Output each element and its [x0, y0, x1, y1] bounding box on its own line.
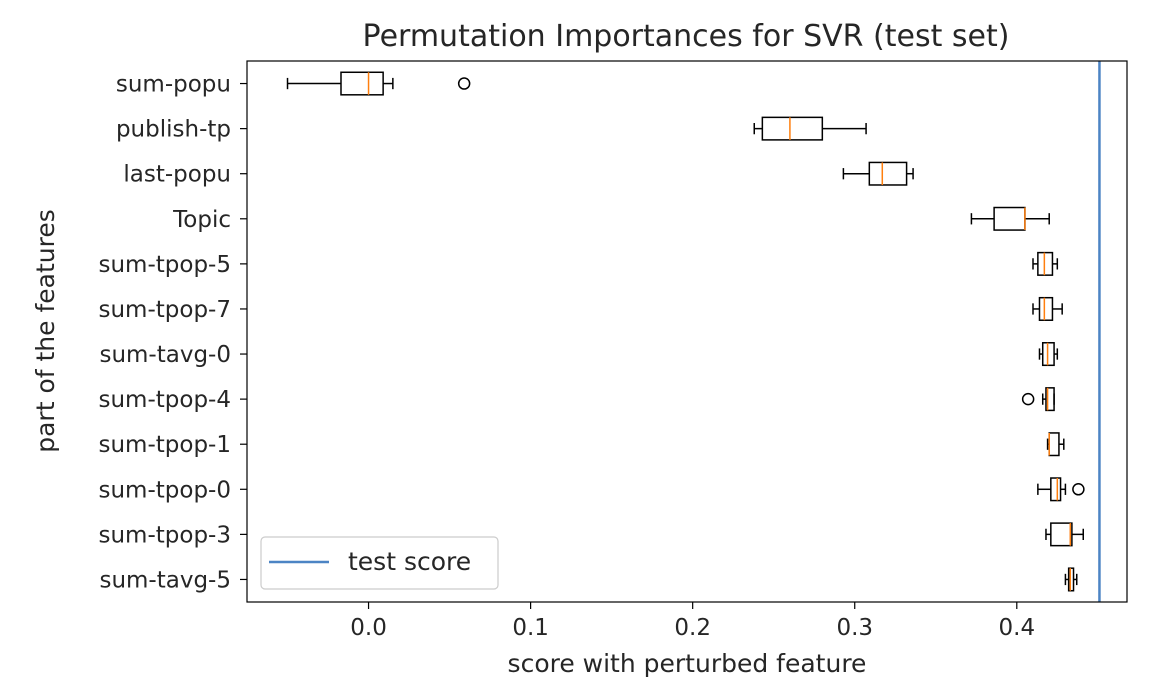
x-axis: 0.0 0.1 0.2 0.3 0.4 — [350, 602, 1035, 641]
y-tick-label: sum-tpop-4 — [99, 387, 232, 413]
outlier-point — [1021, 392, 1035, 406]
box-sum-tpop-7 — [1032, 296, 1063, 321]
y-tick-label: sum-tpop-5 — [99, 252, 232, 278]
plot-area — [286, 61, 1101, 602]
y-tick-label: sum-tavg-5 — [99, 567, 231, 593]
y-tick-label: sum-tpop-3 — [99, 522, 232, 548]
y-tick-label: sum-tpop-1 — [99, 432, 232, 458]
box-sum-tpop-0 — [1037, 477, 1085, 502]
y-tick-label: publish-tp — [116, 117, 231, 143]
y-tick-label: sum-tavg-0 — [99, 342, 231, 368]
box-sum-popu — [286, 71, 471, 96]
iqr-box — [1045, 387, 1055, 412]
box-last-popu — [842, 161, 914, 186]
iqr-box — [993, 206, 1026, 231]
iqr-box — [1041, 342, 1055, 367]
box-sum-tpop-5 — [1032, 251, 1059, 276]
x-tick-label: 0.2 — [674, 615, 711, 641]
box-sum-tavg-5 — [1064, 567, 1078, 592]
y-tick-label: last-popu — [123, 162, 231, 188]
y-tick-label: sum-popu — [116, 72, 231, 98]
iqr-box — [1048, 432, 1060, 457]
x-tick-label: 0.0 — [350, 615, 387, 641]
y-tick-label: sum-tpop-7 — [99, 297, 232, 323]
box-publish-tp — [753, 116, 867, 141]
iqr-box — [1050, 522, 1073, 547]
outlier-point — [457, 77, 471, 90]
chart-title: Permutation Importances for SVR (test se… — [363, 19, 1010, 54]
legend-box — [260, 536, 499, 590]
iqr-box — [340, 71, 384, 96]
iqr-box — [868, 161, 908, 186]
iqr-box — [1050, 477, 1062, 502]
x-tick-label: 0.3 — [836, 615, 873, 641]
x-axis-label: score with perturbed feature — [508, 649, 867, 678]
y-tick-label: Topic — [172, 207, 231, 233]
iqr-box — [1037, 251, 1054, 276]
outlier-point — [1072, 483, 1085, 496]
x-tick-label: 0.4 — [999, 615, 1036, 641]
box-Topic — [970, 206, 1050, 231]
iqr-box — [761, 116, 824, 141]
iqr-box — [1067, 567, 1075, 592]
box-sum-tpop-4 — [1021, 387, 1055, 412]
box-sum-tpop-1 — [1046, 432, 1065, 457]
plot-frame — [246, 60, 1128, 603]
y-axis-label: part of the features — [31, 209, 60, 453]
box-sum-tavg-0 — [1038, 342, 1059, 367]
legend: test score — [260, 536, 499, 590]
y-axis: sum-popu publish-tp last-popu Topic sum-tpop… — [99, 72, 247, 593]
x-tick-label: 0.1 — [512, 615, 549, 641]
box-sum-tpop-3 — [1045, 522, 1084, 547]
iqr-box — [1038, 296, 1054, 321]
y-tick-label: sum-tpop-0 — [99, 477, 232, 503]
legend-label: test score — [348, 547, 471, 576]
